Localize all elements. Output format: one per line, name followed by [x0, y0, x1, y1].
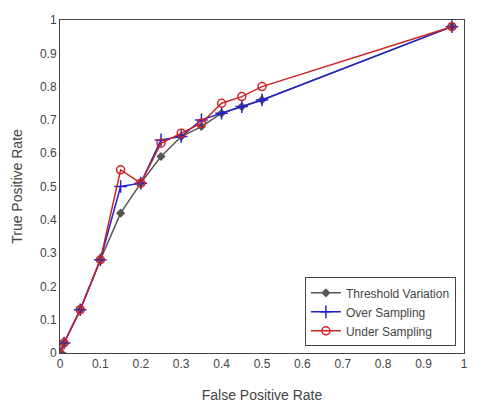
svg-text:0.2: 0.2	[132, 357, 149, 371]
svg-text:0: 0	[50, 346, 57, 360]
svg-text:False Positive Rate: False Positive Rate	[202, 387, 323, 403]
svg-text:0.2: 0.2	[40, 280, 57, 294]
svg-text:0.5: 0.5	[40, 180, 57, 194]
svg-text:0.7: 0.7	[334, 357, 351, 371]
svg-text:Threshold Variation: Threshold Variation	[346, 287, 449, 301]
svg-text:0.7: 0.7	[40, 113, 57, 127]
svg-text:0.4: 0.4	[213, 357, 230, 371]
svg-text:0.1: 0.1	[92, 357, 109, 371]
svg-text:0.3: 0.3	[173, 357, 190, 371]
svg-text:0.8: 0.8	[375, 357, 392, 371]
svg-text:1: 1	[461, 357, 468, 371]
svg-text:Over Sampling: Over Sampling	[346, 306, 425, 320]
svg-text:0.6: 0.6	[40, 146, 57, 160]
svg-text:True Positive Rate: True Positive Rate	[9, 129, 25, 244]
svg-text:0.9: 0.9	[415, 357, 432, 371]
svg-text:1: 1	[50, 13, 57, 27]
svg-text:0: 0	[57, 357, 64, 371]
svg-text:0.4: 0.4	[40, 213, 57, 227]
svg-text:0.5: 0.5	[254, 357, 271, 371]
svg-text:0.1: 0.1	[40, 313, 57, 327]
svg-text:Under Sampling: Under Sampling	[346, 325, 432, 339]
svg-text:0.8: 0.8	[40, 80, 57, 94]
svg-text:0.6: 0.6	[294, 357, 311, 371]
svg-text:0.3: 0.3	[40, 246, 57, 260]
svg-text:0.9: 0.9	[40, 47, 57, 61]
